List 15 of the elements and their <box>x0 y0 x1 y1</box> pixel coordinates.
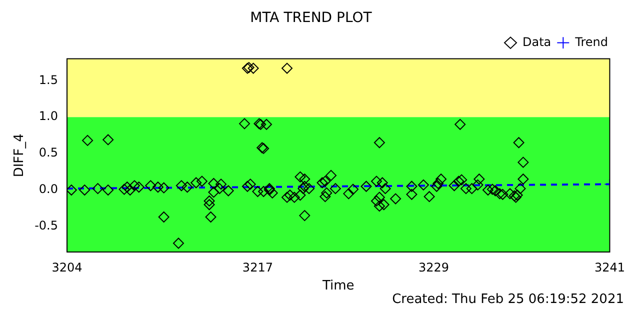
legend-label: Trend <box>574 34 608 49</box>
text: Created: Thu Feb 25 06:19:52 2021 <box>392 292 624 307</box>
y-tick-label: 0.0 <box>38 182 58 196</box>
y-axis-title: DIFF_4 <box>12 134 28 178</box>
x-tick-label: 3229 <box>418 260 449 274</box>
y-tick-label: 1.5 <box>38 72 58 87</box>
chart-title: MTA TREND PLOT <box>250 10 372 26</box>
legend-label: Data <box>522 34 552 49</box>
y-tick-label: 1.0 <box>38 109 58 124</box>
x-axis-title: Time <box>321 278 354 294</box>
y-tick-label: -0.5 <box>34 218 58 233</box>
y-tick-label: 0.5 <box>38 146 58 160</box>
x-tick-label: 3241 <box>594 260 626 274</box>
x-tick-label: 3217 <box>242 260 273 274</box>
x-tick-label: 3204 <box>52 260 82 274</box>
